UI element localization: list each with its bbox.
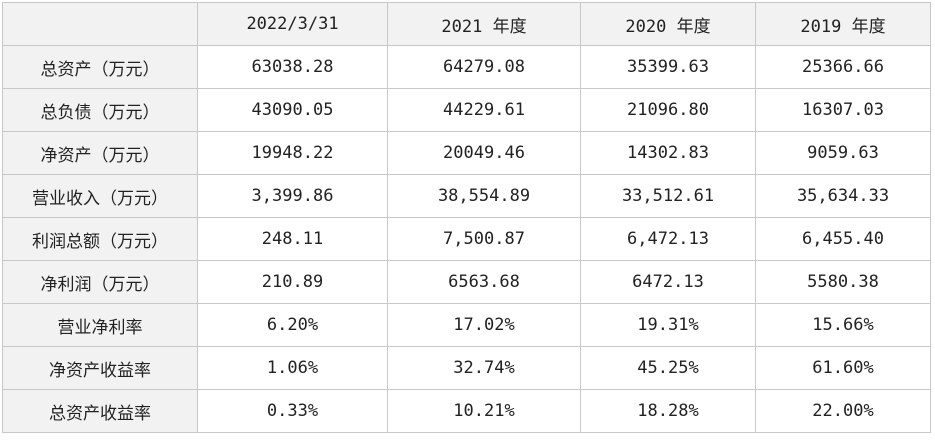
- header-row: 2022/3/31 2021 年度 2020 年度 2019 年度: [2, 2, 931, 46]
- table-cell: 10.21%: [387, 389, 581, 433]
- table-cell: 14302.83: [580, 131, 756, 175]
- table-cell: 0.33%: [197, 389, 388, 433]
- table-cell: 21096.80: [580, 88, 756, 132]
- row-label: 总资产（万元）: [2, 45, 198, 89]
- table-cell: 6563.68: [387, 260, 581, 304]
- table-cell: 18.28%: [580, 389, 756, 433]
- table-cell: 63038.28: [197, 45, 388, 89]
- row-label: 利润总额（万元）: [2, 217, 198, 261]
- table-row-total-liabilities: 总负债（万元） 43090.05 44229.61 21096.80 16307…: [2, 88, 931, 132]
- row-label: 净利润（万元）: [2, 260, 198, 304]
- table-cell: 43090.05: [197, 88, 388, 132]
- table-cell: 1.06%: [197, 346, 388, 390]
- table-row-total-assets: 总资产（万元） 63038.28 64279.08 35399.63 25366…: [2, 45, 931, 89]
- column-header-2021: 2021 年度: [387, 2, 581, 46]
- table-cell: 19.31%: [580, 303, 756, 347]
- column-header-2022-q1: 2022/3/31: [197, 2, 388, 46]
- table-cell: 61.60%: [755, 346, 931, 390]
- header-corner-cell: [2, 2, 198, 46]
- table-cell: 19948.22: [197, 131, 388, 175]
- row-label: 净资产收益率: [2, 346, 198, 390]
- table-cell: 3,399.86: [197, 174, 388, 218]
- table-cell: 64279.08: [387, 45, 581, 89]
- row-label: 总负债（万元）: [2, 88, 198, 132]
- table-cell: 33,512.61: [580, 174, 756, 218]
- table-cell: 38,554.89: [387, 174, 581, 218]
- table-cell: 7,500.87: [387, 217, 581, 261]
- financial-summary-table: 2022/3/31 2021 年度 2020 年度 2019 年度 总资产（万元…: [2, 2, 931, 433]
- table-cell: 35,634.33: [755, 174, 931, 218]
- table-cell: 6,472.13: [580, 217, 756, 261]
- table-cell: 6,455.40: [755, 217, 931, 261]
- table-cell: 20049.46: [387, 131, 581, 175]
- column-header-2019: 2019 年度: [755, 2, 931, 46]
- table-row-roe: 净资产收益率 1.06% 32.74% 45.25% 61.60%: [2, 346, 931, 390]
- table-cell: 248.11: [197, 217, 388, 261]
- table-cell: 25366.66: [755, 45, 931, 89]
- table-row-net-profit: 净利润（万元） 210.89 6563.68 6472.13 5580.38: [2, 260, 931, 304]
- row-label: 营业收入（万元）: [2, 174, 198, 218]
- table-cell: 16307.03: [755, 88, 931, 132]
- table-row-net-assets: 净资产（万元） 19948.22 20049.46 14302.83 9059.…: [2, 131, 931, 175]
- row-label: 营业净利率: [2, 303, 198, 347]
- table-row-total-profit: 利润总额（万元） 248.11 7,500.87 6,472.13 6,455.…: [2, 217, 931, 261]
- table-row-revenue: 营业收入（万元） 3,399.86 38,554.89 33,512.61 35…: [2, 174, 931, 218]
- table-cell: 6.20%: [197, 303, 388, 347]
- row-label: 总资产收益率: [2, 389, 198, 433]
- table-cell: 210.89: [197, 260, 388, 304]
- row-label: 净资产（万元）: [2, 131, 198, 175]
- table-cell: 45.25%: [580, 346, 756, 390]
- table-cell: 44229.61: [387, 88, 581, 132]
- table-row-roa: 总资产收益率 0.33% 10.21% 18.28% 22.00%: [2, 389, 931, 433]
- table-cell: 17.02%: [387, 303, 581, 347]
- table-cell: 9059.63: [755, 131, 931, 175]
- table-cell: 15.66%: [755, 303, 931, 347]
- table-row-net-profit-margin: 营业净利率 6.20% 17.02% 19.31% 15.66%: [2, 303, 931, 347]
- table-cell: 5580.38: [755, 260, 931, 304]
- table-cell: 6472.13: [580, 260, 756, 304]
- table-cell: 32.74%: [387, 346, 581, 390]
- column-header-2020: 2020 年度: [580, 2, 756, 46]
- table-cell: 22.00%: [755, 389, 931, 433]
- table-cell: 35399.63: [580, 45, 756, 89]
